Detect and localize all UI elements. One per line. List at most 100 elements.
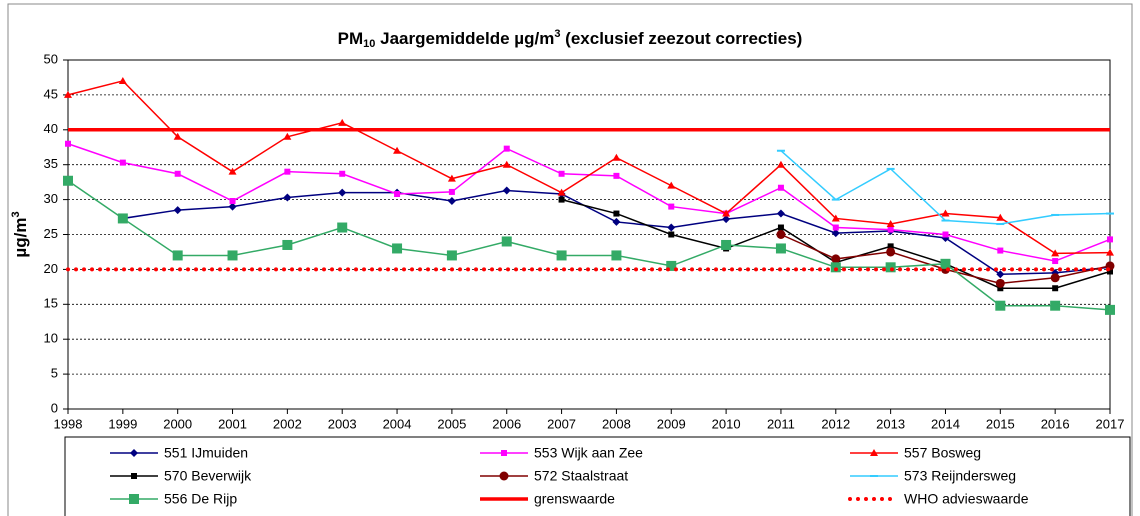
data-point [887,226,894,233]
data-point [776,230,786,239]
data-point [338,188,347,197]
data-point [613,210,620,217]
data-point [446,250,457,261]
y-tick-label: 40 [44,121,58,136]
x-tick-label: 2013 [876,416,905,431]
data-point [777,224,784,231]
y-tick-label: 45 [44,86,58,101]
x-tick-label: 2015 [986,416,1015,431]
legend-label: WHO advieswaarde [904,491,1029,507]
data-point [1107,268,1113,275]
title-part: (exclusief zeezout correcties) [560,29,802,48]
data-point [558,196,565,203]
data-point [997,247,1004,254]
x-tick-label: 2012 [821,416,850,431]
data-point [63,175,73,186]
y-tick-label: 0 [51,400,58,415]
data-point [668,231,675,238]
data-point [776,149,785,152]
x-tick-label: 2001 [218,416,247,431]
legend-label: 573 Reijndersweg [904,468,1016,484]
legend-label: 551 IJmuiden [164,445,248,461]
data-point [941,219,950,222]
data-point [1106,212,1114,215]
data-point [502,160,511,168]
data-point [503,145,510,152]
title-part: PM [338,29,364,48]
title-part: 10 [363,38,375,50]
data-point [611,250,622,261]
data-point [339,170,346,177]
data-point [393,146,402,154]
data-point [228,202,237,211]
data-point [886,167,895,170]
data-point [667,223,676,232]
data-point [831,198,840,201]
legend-marker [130,449,138,457]
data-point [941,209,950,217]
data-point [65,140,71,147]
legend-marker [501,450,507,456]
x-tick-label: 2009 [657,416,686,431]
legend-label: grenswaarde [534,491,615,507]
data-point [667,181,676,189]
x-tick-label: 2003 [328,416,357,431]
data-point [1107,236,1113,243]
data-point [831,254,841,264]
data-point [885,262,896,273]
legend-label: 553 Wijk aan Zee [534,445,643,461]
data-point [283,193,292,202]
data-point [1050,300,1061,311]
y-tick-label: 15 [44,296,58,311]
chart-title: PM10 Jaargemiddelde µg/m3 (exclusief zee… [338,28,803,50]
data-point [995,278,1005,288]
data-point [228,167,237,175]
x-tick-label: 2000 [163,416,192,431]
data-point [995,300,1006,311]
data-point [283,132,292,140]
x-tick-label: 2014 [931,416,960,431]
data-point [942,231,949,238]
data-point [996,213,1005,221]
x-tick-label: 2004 [383,416,412,431]
data-point [886,247,896,257]
x-tick-label: 2011 [767,416,795,431]
legend-marker [870,449,878,456]
legend-marker [499,471,509,481]
data-point [337,222,348,233]
legend-marker [870,475,878,477]
data-point [1052,285,1059,292]
data-point [722,209,731,217]
data-point [996,270,1005,279]
data-point [173,132,182,140]
series-line [67,80,1111,255]
series-line [67,180,1111,311]
y-tick-label: 10 [44,331,58,346]
data-point [172,250,183,261]
x-tick-label: 2017 [1096,416,1125,431]
data-point [447,196,456,205]
data-point [613,172,620,179]
x-tick-label: 2016 [1041,416,1070,431]
data-point [775,243,786,254]
data-point [119,159,126,166]
data-point [394,191,401,198]
data-point [612,153,621,161]
data-point [1050,273,1060,283]
x-tick-label: 2008 [602,416,631,431]
data-point [996,223,1005,226]
legend-label: 556 De Rijp [164,491,237,507]
data-point [940,258,951,269]
data-point [668,203,675,210]
data-point [1051,249,1060,257]
data-point [338,118,347,126]
data-point [777,184,784,191]
data-point [558,170,565,177]
data-point [64,90,72,98]
data-point [1105,304,1115,315]
data-point [447,174,456,182]
y-tick-label: 25 [44,226,58,241]
y-tick-label: 5 [51,366,58,381]
data-point [1052,258,1059,265]
